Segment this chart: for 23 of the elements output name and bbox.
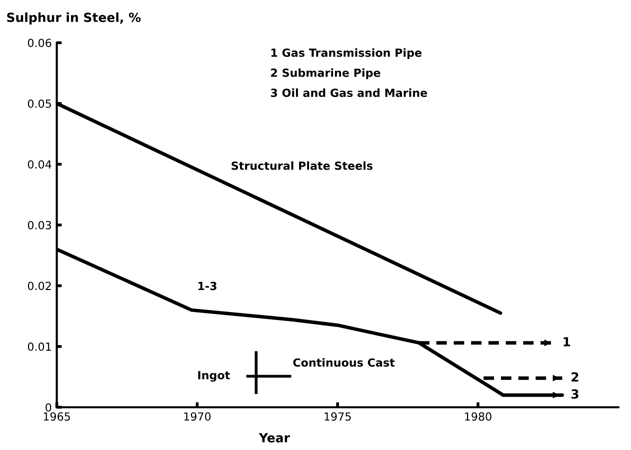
legend-label: 1 — [564, 337, 570, 346]
annotation: Ingot — [198, 371, 230, 382]
y-tick-label: 0.03 — [28, 220, 52, 230]
y-axis-title: Sulphur in Steel, % — [7, 12, 141, 25]
x-tick-label: 1965 — [44, 412, 70, 421]
y-tick-label: 0 — [46, 403, 52, 412]
x-tick-label: 1970 — [184, 412, 211, 421]
x-tick-label: 1980 — [465, 412, 492, 421]
y-tick-label: 0.06 — [28, 38, 52, 48]
x-tick-label: 1975 — [324, 412, 351, 421]
y-tick-label: 0.01 — [28, 342, 51, 351]
annotation: 1-3 — [198, 282, 216, 290]
annotation: 1 Gas Transmission Pipe — [271, 48, 422, 60]
y-tick-label: 0.05 — [28, 99, 51, 108]
annotation: Continuous Cast — [293, 358, 395, 367]
annotation: 3 Oil and Gas and Marine — [270, 88, 428, 98]
y-tick-label: 0.04 — [28, 160, 52, 169]
annotation: Structural Plate Steels — [232, 161, 372, 170]
x-axis-title: Year — [258, 433, 290, 442]
legend-label: 2 — [572, 372, 578, 382]
legend-label: 3 — [571, 389, 578, 399]
annotation: 2 Submarine Pipe — [271, 68, 380, 80]
y-tick-label: 0.02 — [28, 282, 51, 290]
